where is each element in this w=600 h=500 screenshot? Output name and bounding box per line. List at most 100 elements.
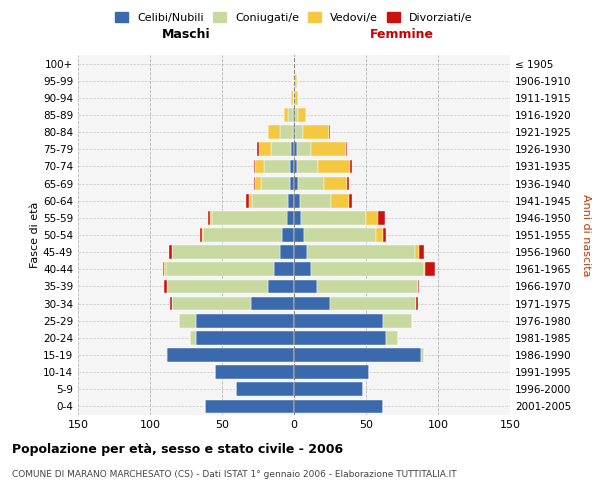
Bar bbox=[252, 194, 288, 207]
Bar bbox=[170, 296, 172, 310]
Bar bbox=[291, 91, 293, 104]
Bar bbox=[212, 211, 287, 224]
Bar bbox=[255, 176, 261, 190]
Bar bbox=[291, 142, 294, 156]
Bar bbox=[261, 176, 290, 190]
Bar bbox=[200, 228, 202, 242]
Bar bbox=[294, 246, 307, 259]
Bar bbox=[205, 400, 294, 413]
Bar bbox=[166, 348, 167, 362]
Text: Maschi: Maschi bbox=[161, 28, 211, 42]
Bar bbox=[294, 366, 369, 379]
Text: Femmine: Femmine bbox=[370, 28, 434, 42]
Bar bbox=[294, 314, 383, 328]
Bar bbox=[294, 331, 386, 344]
Bar bbox=[294, 194, 300, 207]
Legend: Celibi/Nubili, Coniugati/e, Vedovi/e, Divorziati/e: Celibi/Nubili, Coniugati/e, Vedovi/e, Di… bbox=[111, 8, 477, 28]
Bar bbox=[254, 160, 255, 173]
Bar bbox=[346, 142, 347, 156]
Bar bbox=[294, 108, 295, 122]
Bar bbox=[294, 348, 421, 362]
Bar bbox=[257, 142, 259, 156]
Bar bbox=[196, 331, 294, 344]
Bar bbox=[319, 160, 350, 173]
Bar bbox=[208, 211, 211, 224]
Bar bbox=[163, 262, 164, 276]
Y-axis label: Fasce di età: Fasce di età bbox=[30, 202, 40, 268]
Bar bbox=[203, 228, 283, 242]
Bar bbox=[350, 160, 352, 173]
Bar bbox=[294, 176, 298, 190]
Bar bbox=[419, 246, 424, 259]
Bar bbox=[196, 314, 294, 328]
Bar bbox=[164, 280, 167, 293]
Bar bbox=[294, 262, 311, 276]
Bar bbox=[290, 160, 294, 173]
Bar bbox=[250, 194, 252, 207]
Bar bbox=[167, 348, 294, 362]
Bar bbox=[293, 91, 294, 104]
Bar bbox=[202, 228, 203, 242]
Bar bbox=[166, 262, 274, 276]
Bar bbox=[294, 400, 383, 413]
Bar bbox=[377, 211, 385, 224]
Bar bbox=[280, 246, 294, 259]
Bar bbox=[376, 228, 383, 242]
Bar bbox=[268, 126, 280, 139]
Bar bbox=[164, 262, 166, 276]
Bar bbox=[294, 91, 295, 104]
Bar bbox=[293, 108, 294, 122]
Bar bbox=[294, 160, 297, 173]
Y-axis label: Anni di nascita: Anni di nascita bbox=[581, 194, 591, 276]
Bar bbox=[330, 296, 416, 310]
Bar bbox=[424, 262, 425, 276]
Bar bbox=[294, 296, 330, 310]
Bar bbox=[271, 142, 291, 156]
Bar bbox=[251, 296, 294, 310]
Bar bbox=[331, 194, 349, 207]
Bar bbox=[172, 246, 280, 259]
Bar bbox=[300, 194, 331, 207]
Bar bbox=[302, 126, 329, 139]
Bar bbox=[349, 194, 352, 207]
Bar bbox=[416, 296, 418, 310]
Bar bbox=[288, 194, 294, 207]
Bar bbox=[211, 211, 212, 224]
Bar bbox=[311, 262, 424, 276]
Bar bbox=[425, 262, 435, 276]
Bar bbox=[172, 296, 251, 310]
Bar bbox=[294, 74, 295, 88]
Bar bbox=[294, 382, 363, 396]
Bar bbox=[294, 126, 295, 139]
Bar bbox=[311, 142, 346, 156]
Bar bbox=[386, 331, 398, 344]
Bar bbox=[268, 280, 294, 293]
Bar bbox=[295, 126, 302, 139]
Bar bbox=[297, 142, 311, 156]
Bar bbox=[274, 262, 294, 276]
Bar bbox=[287, 211, 294, 224]
Bar bbox=[294, 211, 301, 224]
Bar bbox=[317, 280, 418, 293]
Text: COMUNE DI MARANO MARCHESATO (CS) - Dati ISTAT 1° gennaio 2006 - Elaborazione TUT: COMUNE DI MARANO MARCHESATO (CS) - Dati … bbox=[12, 470, 457, 479]
Bar bbox=[307, 246, 415, 259]
Bar bbox=[290, 176, 294, 190]
Bar bbox=[294, 142, 297, 156]
Bar bbox=[418, 280, 419, 293]
Bar bbox=[294, 280, 317, 293]
Bar bbox=[293, 74, 294, 88]
Bar bbox=[179, 314, 196, 328]
Bar bbox=[304, 228, 376, 242]
Bar bbox=[283, 228, 294, 242]
Bar bbox=[293, 126, 294, 139]
Bar bbox=[264, 160, 290, 173]
Bar bbox=[190, 331, 196, 344]
Bar bbox=[255, 160, 264, 173]
Text: Popolazione per età, sesso e stato civile - 2006: Popolazione per età, sesso e stato civil… bbox=[12, 442, 343, 456]
Bar bbox=[301, 211, 366, 224]
Bar bbox=[366, 211, 377, 224]
Bar bbox=[295, 74, 297, 88]
Bar bbox=[259, 142, 271, 156]
Bar bbox=[295, 108, 298, 122]
Bar bbox=[215, 366, 294, 379]
